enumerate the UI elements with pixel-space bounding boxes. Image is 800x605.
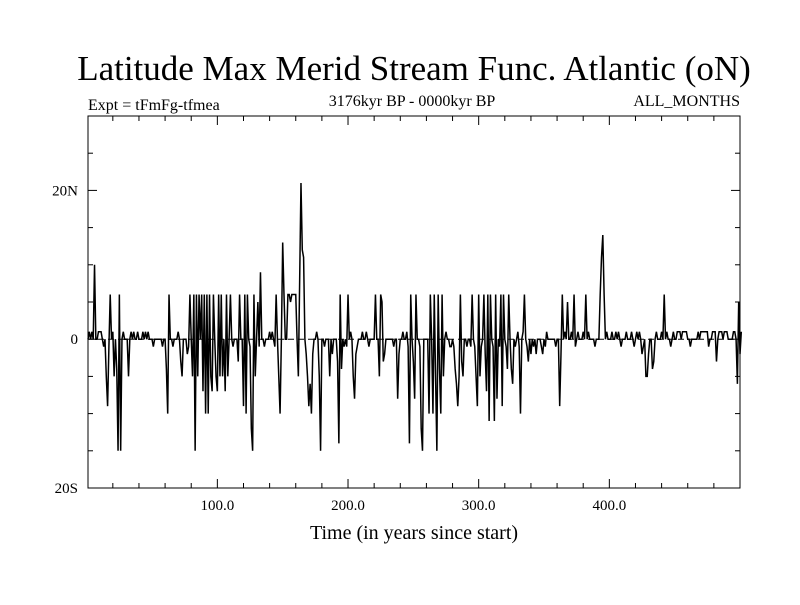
chart-title: Latitude Max Merid Stream Func. Atlantic…	[77, 49, 751, 88]
x-tick-label: 300.0	[462, 498, 496, 514]
y-tick-label: 20S	[55, 481, 78, 497]
y-tick-label: 20N	[52, 183, 78, 199]
x-tick-label: 200.0	[331, 498, 365, 514]
axis-ticks	[88, 116, 740, 488]
plot-frame	[87, 115, 741, 489]
x-axis-label: Time (in years since start)	[310, 522, 518, 544]
months-label: ALL_MONTHS	[633, 93, 740, 110]
y-tick-label: 0	[71, 332, 79, 348]
series-line	[87, 182, 743, 451]
time-range-label: 3176kyr BP - 0000kyr BP	[329, 93, 496, 110]
x-tick-label: 100.0	[200, 498, 234, 514]
experiment-label: Expt = tFmFg-tfmea	[88, 97, 220, 114]
x-tick-label: 400.0	[592, 498, 626, 514]
tick-labels: 100.0 200.0 300.0 400.0 20S 0 20N	[52, 183, 626, 514]
